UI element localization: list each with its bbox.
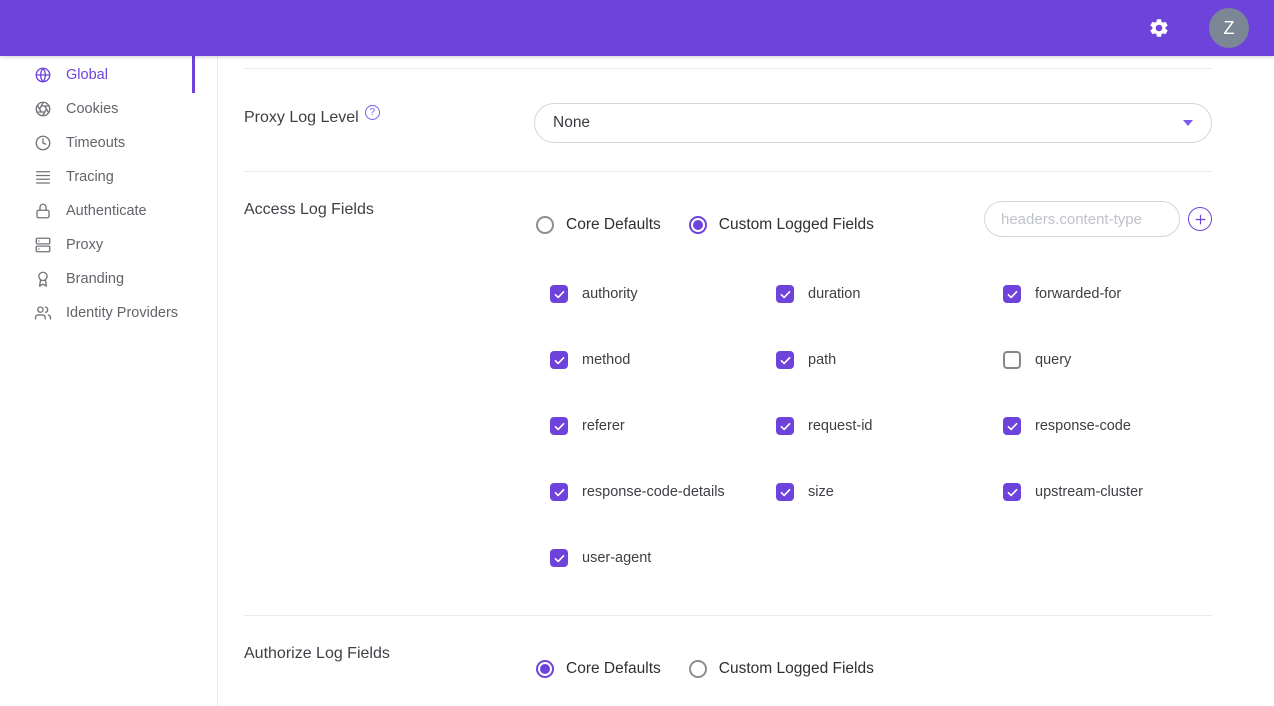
checkbox-label: query <box>1035 352 1072 368</box>
radio-custom-logged-fields[interactable]: Custom Logged Fields <box>688 216 874 234</box>
app-header: Z <box>0 0 1274 56</box>
sidebar-item-timeouts[interactable]: Timeouts <box>0 126 217 160</box>
radio-icon <box>536 660 554 678</box>
checkbox-checked-icon <box>776 483 794 501</box>
custom-field-input[interactable] <box>984 201 1180 237</box>
checkbox-label: size <box>808 484 834 500</box>
chevron-down-icon <box>1183 120 1193 126</box>
radio-core-defaults[interactable]: Core Defaults <box>536 216 661 234</box>
access-log-fields-label: Access Log Fields <box>244 201 374 218</box>
checkbox-label: method <box>582 352 631 368</box>
checkbox-unchecked-icon <box>1003 351 1021 369</box>
checkbox-checked-icon <box>550 483 568 501</box>
sidebar-item-label: Proxy <box>66 237 104 253</box>
server-icon <box>34 236 52 254</box>
checkbox-referer[interactable]: referer <box>550 417 776 483</box>
checkbox-label: response-code <box>1035 418 1131 434</box>
checkbox-size[interactable]: size <box>776 483 1003 549</box>
authorize-log-fields-section: Authorize Log Fields Core Defaults Custom… <box>244 615 1212 685</box>
checkbox-checked-icon <box>550 285 568 303</box>
settings-button[interactable] <box>1147 16 1171 40</box>
checkbox-checked-icon <box>1003 285 1021 303</box>
checkbox-label: upstream-cluster <box>1035 484 1143 500</box>
checkbox-response-code-details[interactable]: response-code-details <box>550 483 776 549</box>
authorize-log-fields-radio-group: Core Defaults Custom Logged Fields <box>536 660 874 678</box>
access-log-fields-checkbox-grid: authority duration forwarded-for method path… <box>534 285 1212 615</box>
checkbox-forwarded-for[interactable]: forwarded-for <box>1003 285 1212 351</box>
gear-icon <box>1148 17 1170 39</box>
checkbox-checked-icon <box>776 285 794 303</box>
settings-sidebar: Global Cookies Timeouts Tracing Authenticate… <box>0 56 218 706</box>
radio-label: Core Defaults <box>566 216 661 233</box>
checkbox-label: request-id <box>808 418 873 434</box>
checkbox-checked-icon <box>550 417 568 435</box>
sidebar-item-label: Timeouts <box>66 135 126 151</box>
checkbox-checked-icon <box>1003 483 1021 501</box>
settings-content: Proxy Log Level? None Access Log Fields … <box>218 56 1274 706</box>
globe-icon <box>34 66 52 84</box>
lock-icon <box>34 202 52 220</box>
proxy-log-level-select[interactable]: None <box>534 103 1212 143</box>
proxy-log-level-section: Proxy Log Level? None <box>244 68 1212 171</box>
add-field-button[interactable] <box>1188 207 1212 231</box>
checkbox-checked-icon <box>550 351 568 369</box>
checkbox-request-id[interactable]: request-id <box>776 417 1003 483</box>
radio-core-defaults[interactable]: Core Defaults <box>536 660 661 678</box>
sidebar-item-label: Branding <box>66 271 125 287</box>
proxy-log-level-text: Proxy Log Level <box>244 109 359 126</box>
sidebar-item-tracing[interactable]: Tracing <box>0 160 217 194</box>
sidebar-item-label: Cookies <box>66 101 119 117</box>
authorize-log-fields-label: Authorize Log Fields <box>244 645 390 662</box>
proxy-log-level-value: None <box>553 114 591 131</box>
access-log-fields-section: Access Log Fields Core Defaults Custom Lo… <box>244 171 1212 615</box>
checkbox-label: forwarded-for <box>1035 286 1122 302</box>
checkbox-user-agent[interactable]: user-agent <box>550 549 776 615</box>
radio-custom-logged-fields[interactable]: Custom Logged Fields <box>688 660 874 678</box>
checkbox-checked-icon <box>550 549 568 567</box>
radio-icon <box>688 660 707 678</box>
users-icon <box>34 304 52 322</box>
checkbox-upstream-cluster[interactable]: upstream-cluster <box>1003 483 1212 549</box>
radio-label: Custom Logged Fields <box>718 660 874 677</box>
proxy-log-level-label: Proxy Log Level? <box>244 103 534 143</box>
checkbox-method[interactable]: method <box>550 351 776 417</box>
checkbox-label: response-code-details <box>582 484 725 500</box>
checkbox-authority[interactable]: authority <box>550 285 776 351</box>
radio-label: Core Defaults <box>566 660 661 677</box>
checkbox-response-code[interactable]: response-code <box>1003 417 1212 483</box>
help-icon[interactable]: ? <box>364 105 380 120</box>
plus-icon <box>1194 213 1207 226</box>
access-log-fields-radio-group: Core Defaults Custom Logged Fields <box>536 216 874 234</box>
sidebar-item-proxy[interactable]: Proxy <box>0 228 217 262</box>
checkbox-duration[interactable]: duration <box>776 285 1003 351</box>
clock-icon <box>34 134 52 152</box>
checkbox-path[interactable]: path <box>776 351 1003 417</box>
radio-icon <box>536 216 554 234</box>
checkbox-label: user-agent <box>582 550 652 566</box>
lines-icon <box>34 168 52 186</box>
checkbox-checked-icon <box>1003 417 1021 435</box>
checkbox-query[interactable]: query <box>1003 351 1212 417</box>
award-icon <box>34 270 52 288</box>
cookie-icon <box>34 100 52 118</box>
sidebar-item-authenticate[interactable]: Authenticate <box>0 194 217 228</box>
sidebar-item-global[interactable]: Global <box>0 56 217 93</box>
checkbox-checked-icon <box>776 351 794 369</box>
sidebar-item-branding[interactable]: Branding <box>0 262 217 296</box>
radio-icon <box>688 216 707 234</box>
avatar[interactable]: Z <box>1209 8 1249 48</box>
sidebar-item-label: Identity Providers <box>66 305 179 321</box>
checkbox-label: referer <box>582 418 625 434</box>
sidebar-item-identity-providers[interactable]: Identity Providers <box>0 296 217 330</box>
sidebar-item-label: Authenticate <box>66 203 147 219</box>
sidebar-item-cookies[interactable]: Cookies <box>0 92 217 126</box>
checkbox-label: duration <box>808 286 861 302</box>
checkbox-label: authority <box>582 286 638 302</box>
sidebar-item-label: Global <box>66 67 108 83</box>
radio-label: Custom Logged Fields <box>718 216 874 233</box>
checkbox-checked-icon <box>776 417 794 435</box>
checkbox-label: path <box>808 352 837 368</box>
sidebar-item-label: Tracing <box>66 169 114 185</box>
